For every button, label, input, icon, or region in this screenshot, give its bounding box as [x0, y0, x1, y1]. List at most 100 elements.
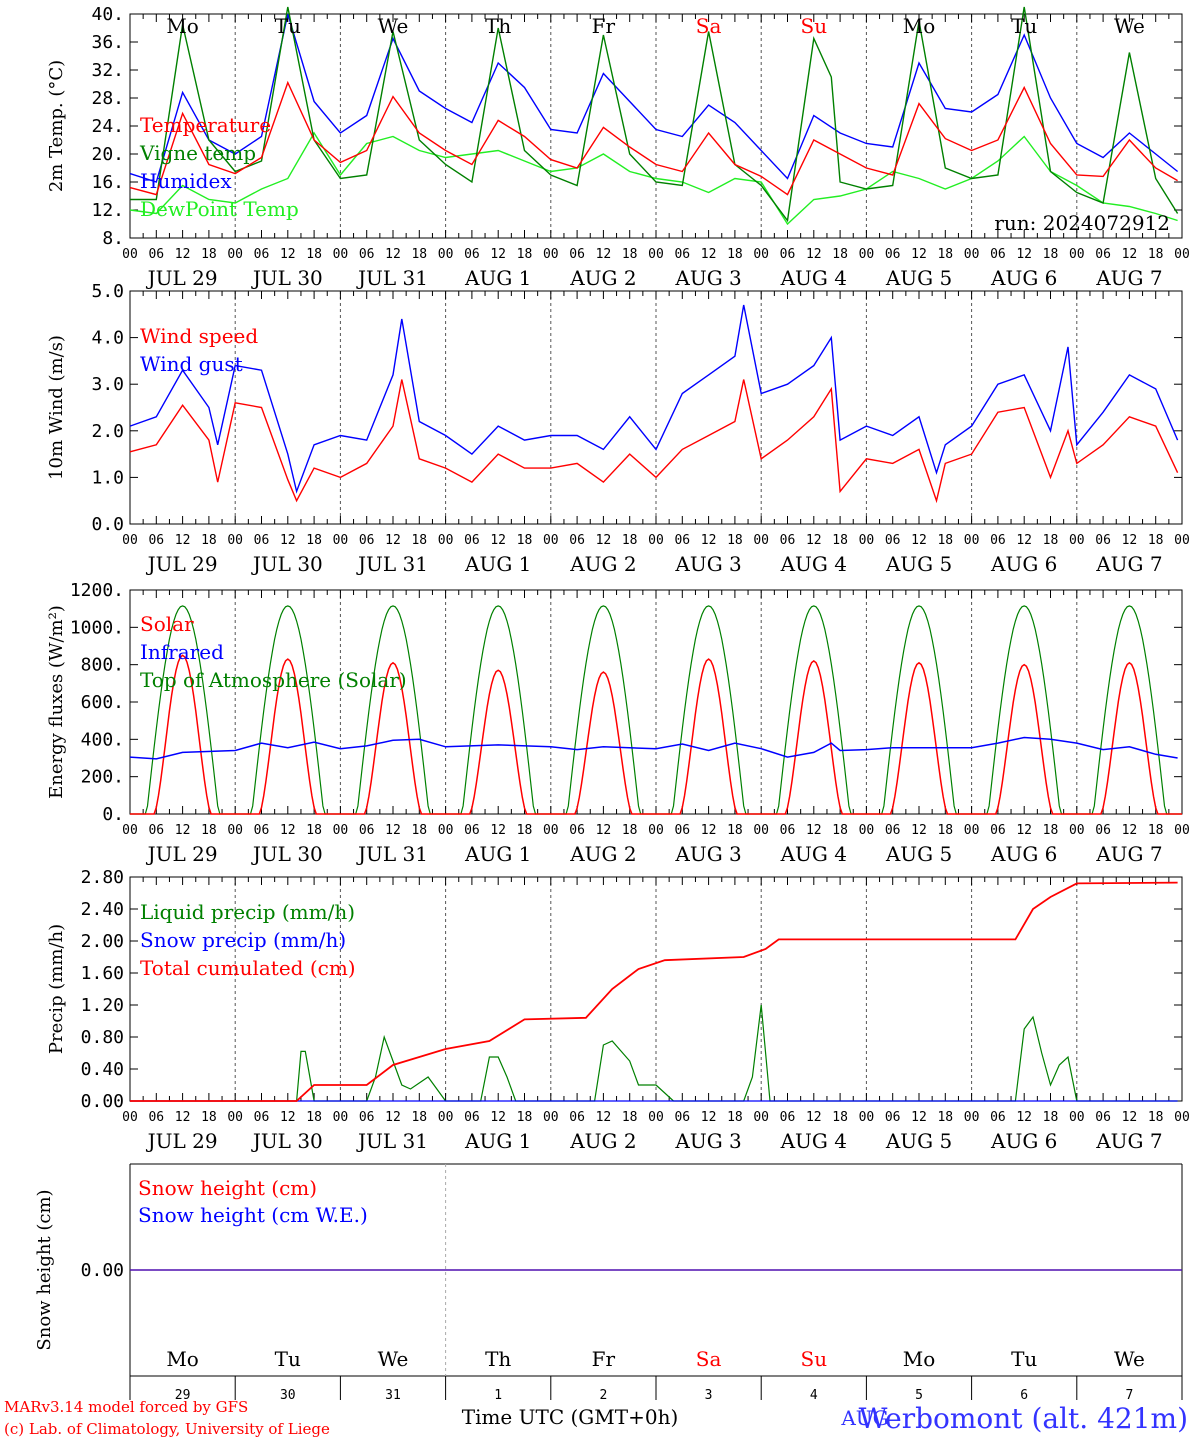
day-name-label: Sa	[696, 1347, 722, 1371]
date-label: AUG 4	[780, 842, 847, 866]
hour-tick-label: 00	[438, 823, 454, 838]
hour-tick-label: 00	[859, 1110, 875, 1125]
hour-tick-label: 12	[806, 247, 822, 262]
hour-tick-label: 06	[990, 247, 1006, 262]
hour-tick-label: 06	[359, 823, 375, 838]
date-label: JUL 29	[146, 552, 218, 576]
y-tick-label: 800.	[81, 655, 124, 676]
temp-series-line	[130, 6, 1179, 223]
day-name-label: Su	[801, 1347, 828, 1371]
hour-tick-label: 06	[674, 533, 690, 548]
hour-tick-label: 00	[227, 533, 243, 548]
hour-tick-label: 12	[596, 823, 612, 838]
date-label: AUG 5	[885, 842, 952, 866]
hour-tick-label: 00	[753, 823, 769, 838]
hour-tick-label: 18	[727, 247, 743, 262]
day-name-label: We	[378, 1347, 409, 1371]
hour-tick-label: 18	[517, 247, 533, 262]
hour-tick-label: 00	[227, 823, 243, 838]
lab-credit: (c) Lab. of Climatology, University of L…	[4, 1420, 330, 1438]
hour-tick-label: 00	[122, 823, 138, 838]
hour-tick-label: 06	[359, 1110, 375, 1125]
y-tick-label: 8.	[102, 228, 124, 249]
day-number-label: 3	[705, 1388, 713, 1403]
hour-tick-label: 00	[964, 1110, 980, 1125]
precip-series-line	[130, 1004, 1178, 1102]
hour-tick-label: 00	[1174, 1110, 1190, 1125]
hour-tick-label: 06	[464, 823, 480, 838]
day-name-label: We	[1114, 14, 1145, 38]
legend-entry: Snow precip (mm/h)	[140, 928, 346, 952]
hour-tick-label: 00	[1069, 823, 1085, 838]
hour-tick-label: 06	[254, 247, 270, 262]
hour-tick-label: 06	[254, 533, 270, 548]
date-label: AUG 3	[674, 842, 741, 866]
hour-tick-label: 12	[1122, 247, 1138, 262]
temp-series-line	[129, 13, 1179, 183]
hour-tick-label: 00	[122, 533, 138, 548]
hour-tick-label: 00	[543, 247, 559, 262]
hour-tick-label: 18	[411, 823, 427, 838]
hour-tick-label: 12	[911, 247, 927, 262]
hour-tick-label: 06	[1095, 533, 1111, 548]
hour-tick-label: 12	[1016, 823, 1032, 838]
y-tick-label: 0.80	[81, 1027, 124, 1048]
hour-tick-label: 12	[596, 533, 612, 548]
hour-tick-label: 00	[964, 247, 980, 262]
legend-entry: Top of Atmosphere (Solar)	[140, 668, 407, 692]
hour-tick-label: 00	[122, 247, 138, 262]
legend-entry: Solar	[140, 612, 194, 636]
hour-tick-label: 00	[753, 533, 769, 548]
wind-series-line	[129, 304, 1179, 494]
hour-tick-label: 06	[464, 247, 480, 262]
hour-tick-label: 18	[622, 1110, 638, 1125]
y-tick-label: 0.00	[81, 1260, 124, 1281]
y-tick-label: 3.0	[91, 374, 124, 395]
hour-tick-label: 18	[411, 1110, 427, 1125]
y-tick-label: 20.	[91, 144, 124, 165]
y-tick-label: 16.	[91, 172, 124, 193]
run-label: run: 2024072912	[994, 211, 1170, 235]
date-label: JUL 29	[146, 842, 218, 866]
hour-tick-label: 18	[1148, 823, 1164, 838]
hour-tick-label: 12	[385, 247, 401, 262]
hour-tick-label: 00	[1069, 533, 1085, 548]
hour-tick-label: 12	[175, 1110, 191, 1125]
legend-entry: Total cumulated (cm)	[140, 956, 356, 980]
hour-tick-label: 18	[517, 823, 533, 838]
date-label: AUG 3	[674, 266, 741, 290]
date-label: AUG 4	[780, 266, 847, 290]
day-number-label: 4	[810, 1388, 818, 1403]
hour-tick-label: 12	[596, 247, 612, 262]
hour-tick-label: 00	[333, 823, 349, 838]
hour-tick-label: 06	[148, 247, 164, 262]
date-label: AUG 2	[569, 842, 636, 866]
hour-tick-label: 00	[438, 247, 454, 262]
y-tick-label: 1.0	[91, 467, 124, 488]
hour-tick-label: 18	[411, 533, 427, 548]
date-label: AUG 2	[569, 552, 636, 576]
hour-tick-label: 00	[227, 247, 243, 262]
date-label: AUG 2	[569, 1129, 636, 1153]
y-tick-label: 0.40	[81, 1059, 124, 1080]
legend-entry: Humidex	[140, 169, 232, 193]
hour-tick-label: 18	[306, 247, 322, 262]
hour-tick-label: 18	[306, 1110, 322, 1125]
hour-tick-label: 18	[832, 823, 848, 838]
hour-tick-label: 00	[859, 247, 875, 262]
date-label: AUG 7	[1095, 266, 1162, 290]
hour-tick-label: 00	[122, 1110, 138, 1125]
hour-tick-label: 12	[280, 823, 296, 838]
y-tick-label: 1200.	[70, 580, 124, 601]
hour-tick-label: 06	[780, 533, 796, 548]
temp-series-line	[129, 131, 1178, 226]
date-label: JUL 30	[251, 266, 323, 290]
hour-tick-label: 00	[543, 823, 559, 838]
date-label: AUG 1	[464, 266, 531, 290]
y-tick-label: 1000.	[70, 617, 124, 638]
hour-tick-label: 18	[201, 823, 217, 838]
hour-tick-label: 06	[780, 1110, 796, 1125]
day-name-label: Th	[485, 14, 511, 38]
hour-tick-label: 12	[175, 247, 191, 262]
hour-tick-label: 06	[780, 823, 796, 838]
